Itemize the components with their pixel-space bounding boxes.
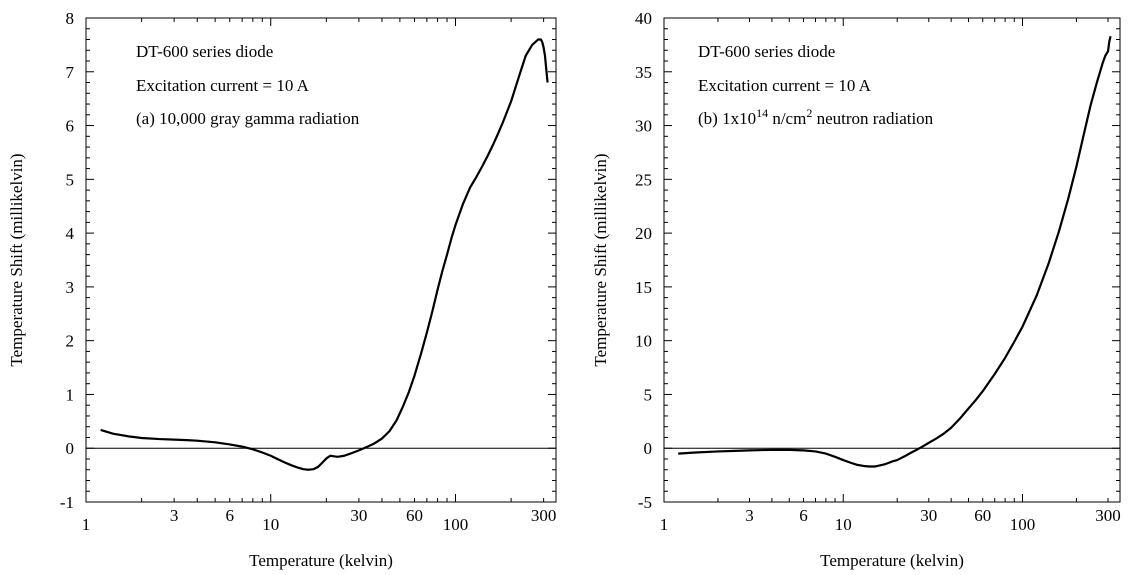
- annotation-text: neutron radiation: [812, 109, 933, 128]
- x-tick-label: 300: [1095, 506, 1121, 525]
- x-tick-label: 60: [974, 506, 991, 525]
- x-axis-title: Temperature (kelvin): [820, 551, 964, 570]
- x-tick-label: 100: [1010, 515, 1036, 534]
- y-axis-title: Temperature Shift (millikelvin): [7, 153, 26, 366]
- y-tick-label: 5: [644, 385, 653, 404]
- y-tick-label: 10: [635, 332, 652, 351]
- y-tick-label: 7: [66, 63, 75, 82]
- x-tick-label: 30: [350, 506, 367, 525]
- y-tick-label: 2: [66, 332, 75, 351]
- annotation-line-3: (b) 1x1014 n/cm2 neutron radiation: [698, 106, 934, 128]
- x-tick-label: 1: [660, 515, 669, 534]
- y-tick-label: 0: [644, 439, 653, 458]
- x-tick-label: 3: [170, 506, 179, 525]
- y-tick-label: 8: [66, 9, 75, 28]
- y-tick-label: -5: [638, 493, 652, 512]
- superscript: 14: [756, 106, 768, 120]
- annotation-line-2: Excitation current = 10 A: [136, 76, 310, 95]
- y-tick-label: 6: [66, 117, 75, 136]
- y-axis-title: Temperature Shift (millikelvin): [591, 153, 610, 366]
- x-tick-label: 10: [835, 515, 852, 534]
- y-tick-label: -1: [60, 493, 74, 512]
- y-tick-label: 15: [635, 278, 652, 297]
- x-tick-label: 300: [531, 506, 557, 525]
- x-tick-label: 6: [226, 506, 235, 525]
- annotation-text: n/cm: [768, 109, 806, 128]
- annotation-line-2: Excitation current = 10 A: [698, 76, 872, 95]
- x-tick-label: 60: [406, 506, 423, 525]
- x-tick-label: 100: [443, 515, 469, 534]
- y-tick-label: 30: [635, 117, 652, 136]
- x-tick-label: 3: [745, 506, 754, 525]
- y-tick-label: 20: [635, 224, 652, 243]
- y-tick-label: 40: [635, 9, 652, 28]
- y-tick-label: 0: [66, 439, 75, 458]
- chart-panel-a: -1 0 1 2 3 4 5 6 7 8 1 3 6 10 30 60 100 300 Temperature (k…: [7, 9, 557, 570]
- x-tick-label: 30: [920, 506, 937, 525]
- plot-frame: [85, 17, 557, 503]
- annotation-line-3: (a) 10,000 gray gamma radiation: [136, 109, 360, 128]
- y-tick-label: 5: [66, 170, 75, 189]
- x-tick-label: 1: [82, 515, 91, 534]
- superscript: 2: [806, 106, 812, 120]
- y-tick-label: 3: [66, 278, 75, 297]
- y-tick-label: 35: [635, 63, 652, 82]
- y-tick-label: 25: [635, 170, 652, 189]
- x-tick-label: 6: [799, 506, 808, 525]
- series-line: [100, 38, 549, 471]
- series-line: [678, 36, 1112, 468]
- y-tick-label: 4: [66, 224, 75, 243]
- plot-frame: [663, 17, 1121, 503]
- annotation-text: (b) 1x10: [698, 109, 756, 128]
- x-axis-title: Temperature (kelvin): [249, 551, 393, 570]
- y-tick-label: 1: [66, 385, 75, 404]
- chart-panel-b: -5 0 5 10 15 20 25 30 35 40 1 3 6 10 30 60 100 300 Tempera…: [591, 9, 1121, 570]
- x-tick-label: 10: [262, 515, 279, 534]
- annotation-line-1: DT-600 series diode: [136, 42, 273, 61]
- annotation-line-1: DT-600 series diode: [698, 42, 835, 61]
